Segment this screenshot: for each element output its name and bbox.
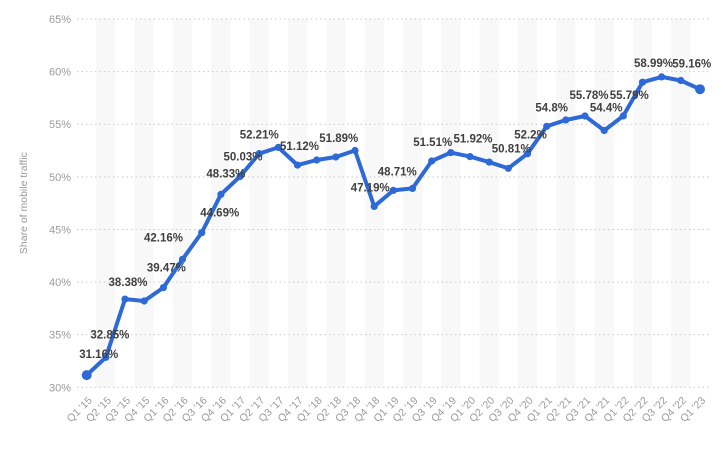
data-point[interactable] xyxy=(389,186,397,194)
plot-band xyxy=(517,19,538,388)
data-point[interactable] xyxy=(638,78,647,86)
data-point[interactable] xyxy=(695,84,705,95)
data-point-label: 48.71% xyxy=(378,166,417,178)
data-point-label: 51.51% xyxy=(413,137,452,149)
data-point[interactable] xyxy=(198,229,206,237)
y-axis-title: Share of mobile traffic xyxy=(18,152,30,254)
data-point[interactable] xyxy=(600,126,608,135)
data-point[interactable] xyxy=(159,284,167,292)
data-point[interactable] xyxy=(370,202,378,210)
data-point[interactable] xyxy=(293,161,302,169)
plot-band xyxy=(211,19,231,388)
data-point[interactable] xyxy=(581,112,589,120)
data-point[interactable] xyxy=(619,112,627,120)
y-tick-label: 45% xyxy=(49,224,71,236)
data-point-label: 50.81% xyxy=(492,143,531,155)
data-point[interactable] xyxy=(562,116,570,124)
plot-band xyxy=(249,19,269,388)
data-point[interactable] xyxy=(428,157,436,165)
data-point[interactable] xyxy=(217,190,225,198)
data-point-label: 32.85% xyxy=(90,329,129,341)
data-point-label: 50.03% xyxy=(223,152,262,164)
plot-band xyxy=(594,19,614,388)
plot-band xyxy=(556,19,576,388)
data-point[interactable] xyxy=(121,295,129,303)
data-point-label: 58.99% xyxy=(634,58,673,70)
data-point[interactable] xyxy=(332,153,340,161)
plot-band xyxy=(172,19,193,388)
data-point-label: 44.69% xyxy=(200,208,239,220)
data-point[interactable] xyxy=(543,122,551,130)
data-point[interactable] xyxy=(351,146,359,155)
data-point-label: 48.33% xyxy=(206,168,245,180)
y-tick-label: 30% xyxy=(49,382,71,394)
data-point-label: 31.16% xyxy=(79,349,118,361)
data-point-label: 52.21% xyxy=(240,130,279,142)
plot-band xyxy=(96,19,116,388)
data-point[interactable] xyxy=(140,297,148,305)
plot-band xyxy=(632,19,653,388)
data-point[interactable] xyxy=(178,255,187,263)
y-tick-label: 60% xyxy=(49,67,71,79)
data-point[interactable] xyxy=(658,73,666,81)
y-tick-label: 35% xyxy=(49,330,71,342)
data-point-label: 59.16% xyxy=(672,59,711,71)
y-tick-label: 50% xyxy=(49,172,71,184)
data-point-label: 55.79% xyxy=(610,90,649,102)
plot-band xyxy=(402,19,423,388)
data-point-label: 38.38% xyxy=(108,277,147,289)
plot-band xyxy=(671,19,691,388)
data-point-label: 51.92% xyxy=(453,134,492,146)
y-tick-label: 40% xyxy=(49,277,71,289)
data-point-label: 47.19% xyxy=(351,182,390,194)
data-point[interactable] xyxy=(255,150,263,158)
data-point[interactable] xyxy=(504,164,512,172)
data-point[interactable] xyxy=(677,76,685,85)
data-point[interactable] xyxy=(81,370,92,381)
plot-band xyxy=(441,19,461,388)
data-point[interactable] xyxy=(485,158,493,166)
data-point[interactable] xyxy=(102,353,110,361)
plot-band xyxy=(326,19,346,388)
data-point-label: 51.12% xyxy=(280,141,319,153)
data-point[interactable] xyxy=(236,172,244,181)
data-point[interactable] xyxy=(523,150,532,158)
data-point-label: 54.4% xyxy=(590,103,623,115)
data-point-label: 54.8% xyxy=(535,102,568,114)
data-point[interactable] xyxy=(466,153,474,161)
data-point-label: 52.2% xyxy=(514,130,547,142)
data-point[interactable] xyxy=(274,143,282,151)
data-point-label: 42.16% xyxy=(144,232,183,244)
plot-band xyxy=(287,19,308,388)
plot-band xyxy=(479,19,499,388)
data-point[interactable] xyxy=(447,149,455,157)
data-point[interactable] xyxy=(408,184,417,192)
data-point-label: 55.78% xyxy=(569,90,608,102)
data-point[interactable] xyxy=(313,156,321,164)
y-tick-label: 65% xyxy=(49,14,71,26)
data-point-label: 39.47% xyxy=(147,263,186,275)
plot-band xyxy=(134,19,154,388)
y-tick-label: 55% xyxy=(49,119,71,131)
data-point-label: 51.89% xyxy=(319,133,358,145)
